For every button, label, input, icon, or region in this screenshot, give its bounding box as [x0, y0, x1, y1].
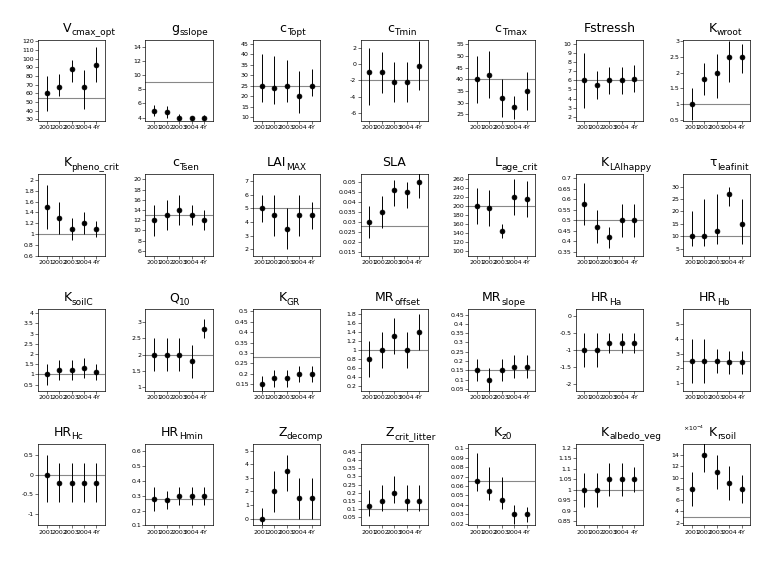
Text: offset: offset — [394, 298, 420, 307]
Text: cmax_opt: cmax_opt — [71, 28, 115, 37]
Text: sslope: sslope — [179, 28, 208, 37]
Text: MAX: MAX — [287, 163, 306, 172]
Text: age_crit: age_crit — [502, 163, 538, 172]
Text: Fstressh: Fstressh — [583, 21, 635, 34]
Text: Topt: Topt — [287, 28, 305, 37]
Text: K: K — [601, 157, 609, 170]
Text: MR: MR — [482, 291, 502, 304]
Text: c: c — [495, 21, 502, 34]
Text: V: V — [63, 21, 71, 34]
Text: τ: τ — [709, 157, 717, 170]
Text: $\times 10^{-4}$: $\times 10^{-4}$ — [683, 424, 705, 433]
Text: K: K — [64, 291, 71, 304]
Text: MR: MR — [374, 291, 394, 304]
Text: K: K — [601, 426, 609, 439]
Text: HR: HR — [591, 291, 609, 304]
Text: SLA: SLA — [382, 157, 406, 170]
Text: Tsen: Tsen — [179, 163, 199, 172]
Text: K: K — [709, 21, 717, 34]
Text: z0: z0 — [502, 432, 512, 441]
Text: decomp: decomp — [287, 432, 323, 441]
Text: rsoil: rsoil — [717, 432, 736, 441]
Text: Tmin: Tmin — [394, 28, 417, 37]
Text: pheno_crit: pheno_crit — [71, 163, 119, 172]
Text: Ha: Ha — [609, 298, 622, 307]
Text: LAI: LAI — [268, 157, 287, 170]
Text: Hb: Hb — [717, 298, 729, 307]
Text: K: K — [64, 157, 71, 170]
Text: Q: Q — [169, 291, 179, 304]
Text: soilC: soilC — [71, 298, 93, 307]
Text: K: K — [278, 291, 287, 304]
Text: HR: HR — [699, 291, 717, 304]
Text: Z: Z — [278, 426, 287, 439]
Text: K: K — [493, 426, 502, 439]
Text: LAIhappy: LAIhappy — [609, 163, 651, 172]
Text: g: g — [171, 21, 179, 34]
Text: L: L — [495, 157, 502, 170]
Text: HR: HR — [53, 426, 71, 439]
Text: albedo_veg: albedo_veg — [609, 432, 661, 441]
Text: leafinit: leafinit — [717, 163, 748, 172]
Text: c: c — [172, 157, 179, 170]
Text: wroot: wroot — [717, 28, 742, 37]
Text: c: c — [280, 21, 287, 34]
Text: 10: 10 — [179, 298, 190, 307]
Text: K: K — [709, 426, 717, 439]
Text: slope: slope — [502, 298, 526, 307]
Text: Tmax: Tmax — [502, 28, 527, 37]
Text: Z: Z — [386, 426, 394, 439]
Text: crit_litter: crit_litter — [394, 432, 436, 441]
Text: Hmin: Hmin — [179, 432, 203, 441]
Text: Hc: Hc — [71, 432, 83, 441]
Text: c: c — [387, 21, 394, 34]
Text: HR: HR — [161, 426, 179, 439]
Text: GR: GR — [287, 298, 300, 307]
